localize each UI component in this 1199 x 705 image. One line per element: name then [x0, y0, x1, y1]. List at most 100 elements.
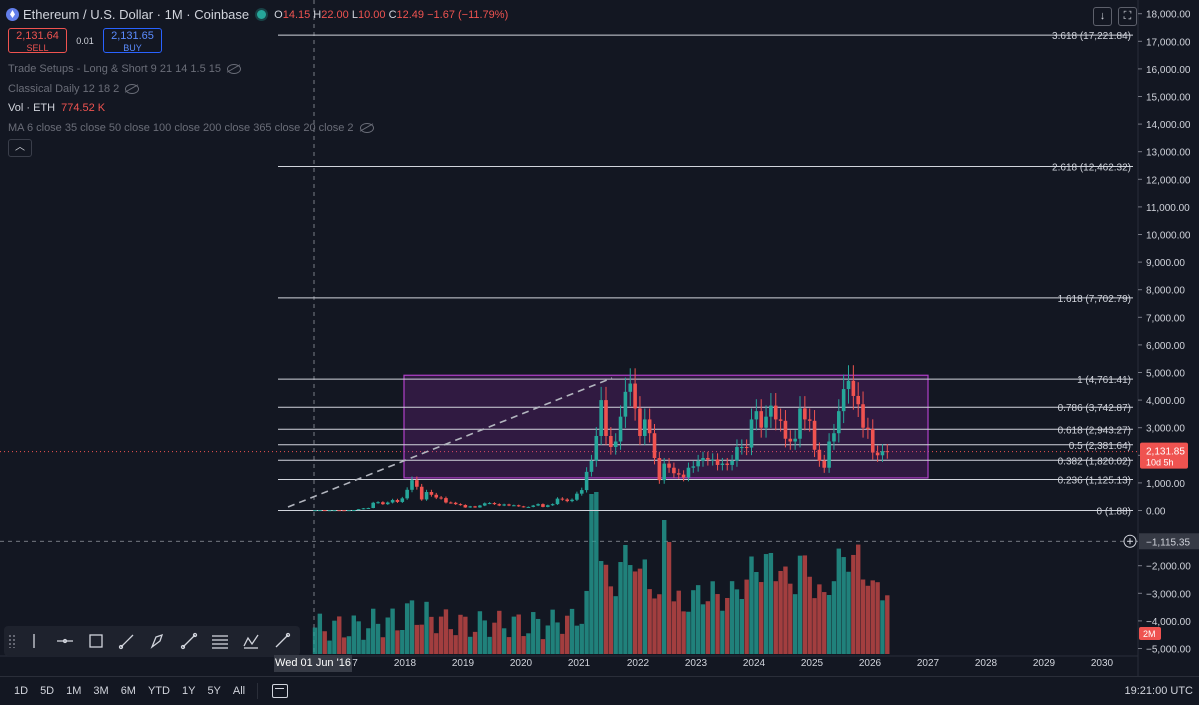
measure-tool-icon[interactable] [268, 629, 295, 653]
volume-bar [875, 582, 880, 654]
time-label: 2025 [801, 658, 824, 669]
volume-bar [468, 636, 473, 654]
price-label: −2,000.00 [1146, 562, 1191, 573]
volume-bar [613, 596, 618, 654]
indicator-trade-setups[interactable]: Trade Setups - Long & Short 9 21 14 1.5 … [8, 63, 242, 75]
volume-bar [836, 548, 841, 654]
range-box-rect[interactable] [403, 374, 929, 479]
candle [725, 463, 730, 465]
volume-bar [647, 589, 652, 654]
range-5y[interactable]: 5Y [207, 685, 221, 697]
volume-bar [851, 554, 856, 654]
volume-bar [710, 581, 715, 654]
volume-bar [807, 576, 812, 654]
candle [715, 459, 720, 465]
fib-level-label: 0.618 (2,943.27) [1058, 425, 1131, 436]
candle [507, 504, 511, 506]
ray-tool-icon[interactable] [175, 629, 202, 653]
candle [841, 389, 846, 412]
calendar-icon[interactable] [272, 684, 289, 698]
candle [385, 502, 390, 505]
spread-value: 0.01 [76, 35, 94, 46]
candle [458, 504, 463, 506]
range-box [403, 374, 929, 479]
price-label: 10,000.00 [1146, 231, 1191, 242]
volume-bar [763, 554, 769, 654]
candle [332, 510, 337, 512]
indicator-classical[interactable]: Classical Daily 12 18 2 [8, 83, 140, 95]
candle [381, 502, 385, 505]
volume-bar [632, 571, 638, 654]
candle [313, 510, 317, 512]
cursor-tool-icon[interactable] [20, 629, 47, 653]
candle [555, 498, 560, 505]
volume-bar [623, 544, 628, 654]
candle [720, 463, 725, 465]
candle [526, 506, 531, 508]
download-icon[interactable]: ↓ [1093, 7, 1112, 26]
candle [318, 510, 322, 512]
indicator-volume[interactable]: Vol · ETH 774.52 K [8, 102, 106, 114]
price-label: −5,000.00 [1146, 645, 1191, 656]
volume-bar [497, 610, 502, 654]
range-1d[interactable]: 1D [14, 685, 29, 697]
volume-bar [662, 520, 667, 654]
volume-bar [885, 595, 890, 654]
indicator-ma[interactable]: MA 6 close 35 close 50 close 100 close 2… [8, 122, 374, 134]
volume-bar [424, 601, 429, 654]
range-all[interactable]: All [232, 685, 246, 697]
volume-bar [831, 581, 837, 654]
time-label: 2029 [1033, 658, 1056, 669]
fullscreen-icon[interactable]: ⛶ [1118, 7, 1137, 26]
pattern-tool-icon[interactable] [237, 629, 264, 653]
trend-line-dashed[interactable] [287, 377, 613, 508]
collapse-indicators-button[interactable]: ︿ [8, 139, 32, 157]
candle [575, 493, 579, 500]
volume-bar [487, 636, 492, 654]
trend-line-icon[interactable] [113, 629, 140, 653]
add-alert-icon[interactable] [1123, 534, 1137, 548]
hidden-eye-icon[interactable] [359, 123, 374, 133]
range-5d[interactable]: 5D [40, 685, 55, 697]
brush-tool-icon[interactable] [144, 629, 171, 653]
range-ytd[interactable]: YTD [147, 685, 170, 697]
volume-bar [400, 629, 405, 654]
range-6m[interactable]: 6M [120, 685, 136, 697]
drag-handle-icon[interactable] [8, 634, 16, 648]
volume-bar [448, 629, 453, 654]
volume-bar [778, 570, 783, 654]
symbol-title[interactable]: Ethereum / U.S. Dollar · 1M · Coinbase [23, 7, 250, 22]
range-1m[interactable]: 1M [66, 685, 82, 697]
price-label: 15,000.00 [1146, 93, 1191, 104]
candle [696, 460, 700, 467]
hidden-eye-icon[interactable] [125, 84, 140, 94]
hidden-eye-icon[interactable] [227, 64, 242, 74]
price-label: 0.00 [1146, 507, 1166, 518]
volume-bar [652, 598, 657, 654]
divider [257, 683, 259, 699]
candle [531, 505, 536, 507]
buy-button[interactable]: 2,131.65 BUY [103, 28, 162, 53]
volume-bar [739, 599, 744, 654]
range-3m[interactable]: 3M [93, 685, 109, 697]
range-1y[interactable]: 1Y [181, 685, 196, 697]
volume-bar [463, 616, 468, 654]
ohlc-values: O14.15 H22.00 L10.00 C12.49 −1.67 (−11.7… [274, 8, 509, 21]
symbol-header[interactable]: Ethereum / U.S. Dollar · 1M · Coinbase O… [6, 7, 508, 22]
volume-bar [783, 566, 788, 654]
volume-bars [312, 492, 890, 654]
candle [492, 503, 497, 505]
volume-bar [720, 610, 725, 654]
volume-bar [657, 594, 662, 654]
rectangle-tool-icon[interactable] [82, 629, 109, 653]
horizontal-ray-icon[interactable] [51, 629, 78, 653]
crosshair-price-tag [1139, 533, 1199, 550]
time-axis: 7 2018 2019 2020 2021 2022 2023 2024 2025 2026 202… [0, 655, 1138, 669]
time-label: 2018 [394, 658, 417, 669]
market-status-icon [257, 10, 267, 19]
clock[interactable]: 19:21:00 UTC [1124, 685, 1193, 697]
volume-bar [749, 556, 754, 654]
fib-retracement-icon[interactable] [206, 629, 233, 653]
sell-button[interactable]: 2,131.64 SELL [8, 28, 67, 53]
